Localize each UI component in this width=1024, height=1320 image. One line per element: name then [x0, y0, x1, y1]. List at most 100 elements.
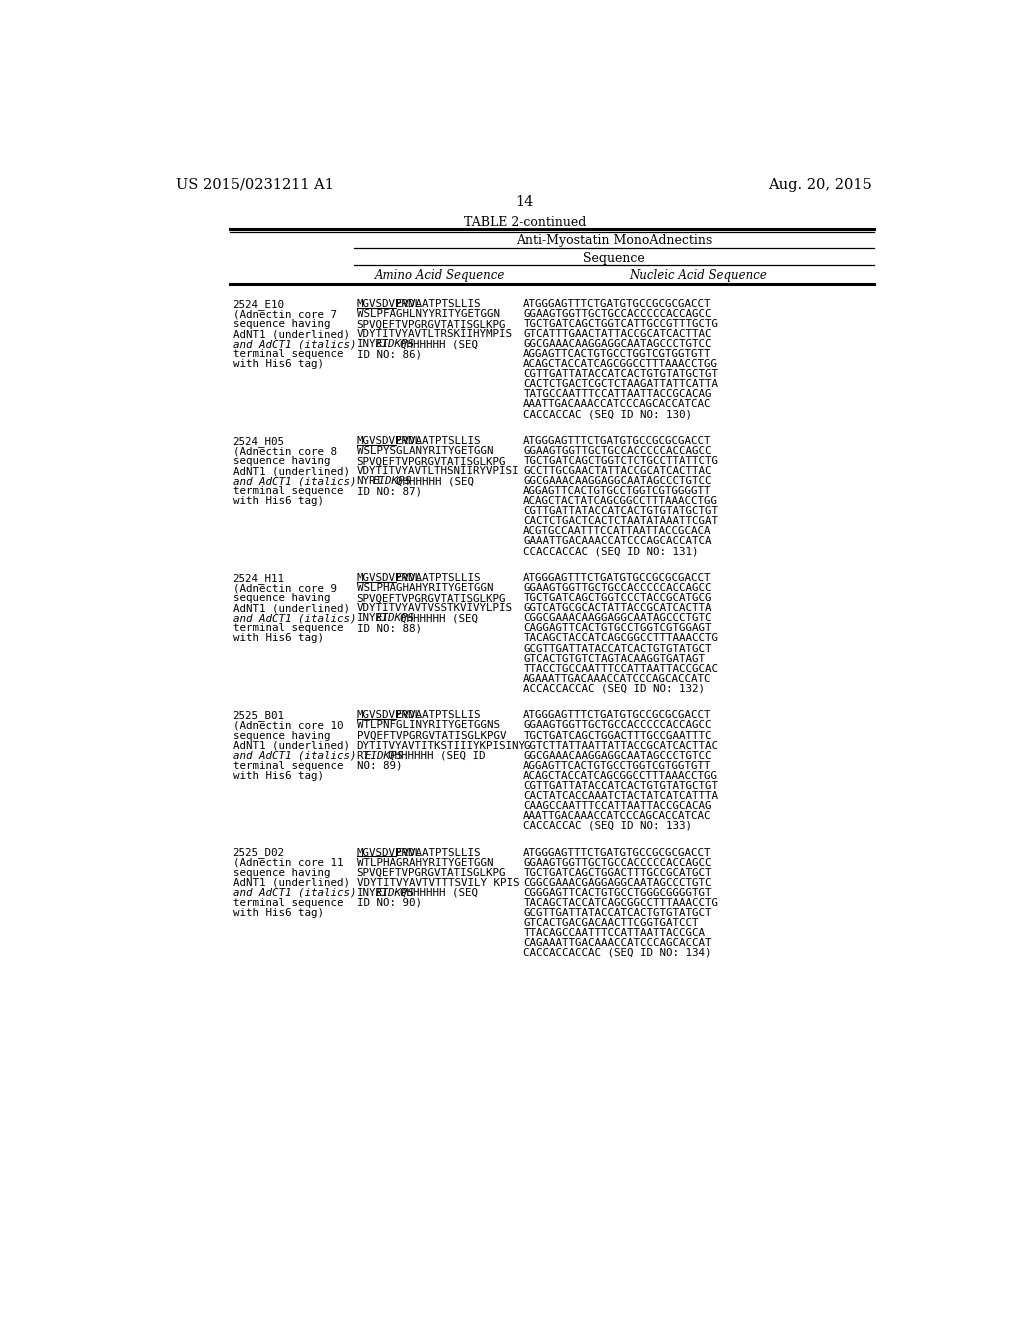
Text: VDYTITVYAVTLTRSKIIHYMPIS: VDYTITVYAVTLTRSKIIHYMPIS: [356, 330, 513, 339]
Text: VDYTITVYAVTLTHSNIIRYVPISI: VDYTITVYAVTLTHSNIIRYVPISI: [356, 466, 519, 477]
Text: terminal sequence: terminal sequence: [232, 623, 343, 634]
Text: QHHHHHH (SEQ: QHHHHHH (SEQ: [395, 477, 474, 486]
Text: TTACAGCCAATTTCCATTAATTACCGCA: TTACAGCCAATTTCCATTAATTACCGCA: [523, 928, 706, 937]
Text: SPVQEFTVPGRGVTATISGLKPG: SPVQEFTVPGRGVTATISGLKPG: [356, 457, 506, 466]
Text: TATGCCAATTTCCATTAATTACCGCACAG: TATGCCAATTTCCATTAATTACCGCACAG: [523, 389, 712, 400]
Text: ID NO: 86): ID NO: 86): [356, 350, 422, 359]
Text: ATGGGAGTTTCTGATGTGCCGCGCGACCT: ATGGGAGTTTCTGATGTGCCGCGCGACCT: [523, 300, 712, 309]
Text: with His6 tag): with His6 tag): [232, 496, 324, 507]
Text: VDYTITVYAVTVSSTKVIVYLPIS: VDYTITVYAVTVSSTKVIVYLPIS: [356, 603, 513, 614]
Text: MGVSDVPRDL: MGVSDVPRDL: [356, 847, 422, 858]
Text: CGGCGAAACGAGGAGGCAATAGCCCTGTC: CGGCGAAACGAGGAGGCAATAGCCCTGTC: [523, 878, 712, 887]
Text: Aug. 20, 2015: Aug. 20, 2015: [768, 178, 872, 191]
Text: ACAGCTACCATCAGCGGCCTTTAAACCTGG: ACAGCTACCATCAGCGGCCTTTAAACCTGG: [523, 359, 718, 370]
Text: GGCGAAACAAGGAGGCAATAGCCCTGTCC: GGCGAAACAAGGAGGCAATAGCCCTGTCC: [523, 477, 712, 486]
Text: GCGTTGATTATACCATCACTGTGTATGCT: GCGTTGATTATACCATCACTGTGTATGCT: [523, 644, 712, 653]
Text: AGGAGTTCACTGTGCCTGGTCGTGGTGTT: AGGAGTTCACTGTGCCTGGTCGTGGTGTT: [523, 760, 712, 771]
Text: CAGAAATTGACAAACCATCCCAGCACCAT: CAGAAATTGACAAACCATCCCAGCACCAT: [523, 937, 712, 948]
Text: GGCGAAACAAGGAGGCAATAGCCCTGTCC: GGCGAAACAAGGAGGCAATAGCCCTGTCC: [523, 339, 712, 350]
Text: QHHHHHH (SEQ: QHHHHHH (SEQ: [399, 614, 477, 623]
Text: NO: 89): NO: 89): [356, 760, 402, 771]
Text: GCGTTGATTATACCATCACTGTGTATGCT: GCGTTGATTATACCATCACTGTGTATGCT: [523, 908, 712, 917]
Text: INYRT: INYRT: [356, 887, 389, 898]
Text: TACAGCTACCATCAGCGGCCTTTAAACCTG: TACAGCTACCATCAGCGGCCTTTAAACCTG: [523, 634, 718, 643]
Text: ACAGCTACTATCAGCGGCCTTTAAACCTGG: ACAGCTACTATCAGCGGCCTTTAAACCTGG: [523, 496, 718, 507]
Text: AGGAGTTCACTGTGCCTGGTCGTGGGGTT: AGGAGTTCACTGTGCCTGGTCGTGGGGTT: [523, 487, 712, 496]
Text: EIDKPS: EIDKPS: [365, 751, 403, 760]
Text: ATGGGAGTTTCTGATGTGCCGCGCGACCT: ATGGGAGTTTCTGATGTGCCGCGCGACCT: [523, 437, 712, 446]
Text: TGCTGATCAGCTGGACTTTGCCGCATGCT: TGCTGATCAGCTGGACTTTGCCGCATGCT: [523, 867, 712, 878]
Text: SPVQEFTVPGRGVTATISGLKPG: SPVQEFTVPGRGVTATISGLKPG: [356, 319, 506, 329]
Text: SPVQEFTVPGRGVTATISGLKPG: SPVQEFTVPGRGVTATISGLKPG: [356, 867, 506, 878]
Text: CACCACCAC (SEQ ID NO: 133): CACCACCAC (SEQ ID NO: 133): [523, 821, 692, 830]
Text: CACCACCACCAC (SEQ ID NO: 134): CACCACCACCAC (SEQ ID NO: 134): [523, 948, 712, 957]
Text: AdNT1 (underlined): AdNT1 (underlined): [232, 603, 349, 614]
Text: CAAGCCAATTTCCATTAATTACCGCACAG: CAAGCCAATTTCCATTAATTACCGCACAG: [523, 800, 712, 810]
Text: TGCTGATCAGCTGGTCTCTGCCTTATTCTG: TGCTGATCAGCTGGTCTCTGCCTTATTCTG: [523, 457, 718, 466]
Text: TGCTGATCAGCTGGTCCCTACCGCATGCG: TGCTGATCAGCTGGTCCCTACCGCATGCG: [523, 594, 712, 603]
Text: AAATTGACAAACCATCCCAGCACCATCAC: AAATTGACAAACCATCCCAGCACCATCAC: [523, 810, 712, 821]
Text: GGTCTTATTAATTATTACCGCATCACTTAC: GGTCTTATTAATTATTACCGCATCACTTAC: [523, 741, 718, 751]
Text: EVVAATPTSLLIS: EVVAATPTSLLIS: [395, 437, 480, 446]
Text: EVVAATPTSLLIS: EVVAATPTSLLIS: [395, 847, 480, 858]
Text: ID NO: 88): ID NO: 88): [356, 623, 422, 634]
Text: CGTTGATTATACCATCACTGTGTATGCTGT: CGTTGATTATACCATCACTGTGTATGCTGT: [523, 507, 718, 516]
Text: terminal sequence: terminal sequence: [232, 898, 343, 908]
Text: with His6 tag): with His6 tag): [232, 771, 324, 780]
Text: 2525_B01: 2525_B01: [232, 710, 285, 722]
Text: terminal sequence: terminal sequence: [232, 350, 343, 359]
Text: and AdCT1 (italics): and AdCT1 (italics): [232, 614, 356, 623]
Text: 2524_E10: 2524_E10: [232, 300, 285, 310]
Text: AAATTGACAAACCATCCCAGCACCATCAC: AAATTGACAAACCATCCCAGCACCATCAC: [523, 400, 712, 409]
Text: AGGAGTTCACTGTGCCTGGTCGTGGTGTT: AGGAGTTCACTGTGCCTGGTCGTGGTGTT: [523, 350, 712, 359]
Text: EIDKPS: EIDKPS: [376, 614, 415, 623]
Text: INYRT: INYRT: [356, 339, 389, 350]
Text: Sequence: Sequence: [583, 252, 645, 264]
Text: terminal sequence: terminal sequence: [232, 487, 343, 496]
Text: GGAAGTGGTTGCTGCCACCCCCACCAGCC: GGAAGTGGTTGCTGCCACCCCCACCAGCC: [523, 446, 712, 457]
Text: ACAGCTACCATCAGCGGCCTTTAAACCTGG: ACAGCTACCATCAGCGGCCTTTAAACCTGG: [523, 771, 718, 780]
Text: ATGGGAGTTTCTGATGTGCCGCGCGACCT: ATGGGAGTTTCTGATGTGCCGCGCGACCT: [523, 573, 712, 583]
Text: sequence having: sequence having: [232, 594, 330, 603]
Text: (Adnectin core 7: (Adnectin core 7: [232, 309, 337, 319]
Text: MGVSDVPRDL: MGVSDVPRDL: [356, 300, 422, 309]
Text: TGCTGATCAGCTGGTCATTGCCGTTTGCTG: TGCTGATCAGCTGGTCATTGCCGTTTGCTG: [523, 319, 718, 329]
Text: GTCATTTGAACTATTACCGCATCACTTAC: GTCATTTGAACTATTACCGCATCACTTAC: [523, 330, 712, 339]
Text: QHHHHHH (SEQ: QHHHHHH (SEQ: [399, 887, 477, 898]
Text: ID NO: 87): ID NO: 87): [356, 487, 422, 496]
Text: and AdCT1 (italics): and AdCT1 (italics): [232, 477, 356, 486]
Text: TTACCTGCCAATTTCCATTAATTACCGCAC: TTACCTGCCAATTTCCATTAATTACCGCAC: [523, 664, 718, 673]
Text: TGCTGATCAGCTGGACTTTGCCGAATTTC: TGCTGATCAGCTGGACTTTGCCGAATTTC: [523, 730, 712, 741]
Text: EIDKPS: EIDKPS: [373, 477, 412, 486]
Text: and AdCT1 (italics): and AdCT1 (italics): [232, 339, 356, 350]
Text: CCACCACCAC (SEQ ID NO: 131): CCACCACCAC (SEQ ID NO: 131): [523, 546, 698, 557]
Text: TABLE 2-continued: TABLE 2-continued: [464, 216, 586, 230]
Text: GGCGAAACAAGGAGGCAATAGCCCTGTCC: GGCGAAACAAGGAGGCAATAGCCCTGTCC: [523, 751, 712, 760]
Text: EIDKPS: EIDKPS: [376, 887, 415, 898]
Text: 2525_D02: 2525_D02: [232, 847, 285, 858]
Text: EVVAATPTSLLIS: EVVAATPTSLLIS: [395, 710, 480, 721]
Text: sequence having: sequence having: [232, 867, 330, 878]
Text: CGTTGATTATACCATCACTGTGTATGCTGT: CGTTGATTATACCATCACTGTGTATGCTGT: [523, 370, 718, 379]
Text: GGTCATGCGCACTATTACCGCATCACTTA: GGTCATGCGCACTATTACCGCATCACTTA: [523, 603, 712, 614]
Text: ACCACCACCAC (SEQ ID NO: 132): ACCACCACCAC (SEQ ID NO: 132): [523, 684, 706, 693]
Text: sequence having: sequence having: [232, 319, 330, 329]
Text: INYRT: INYRT: [356, 614, 389, 623]
Text: RT: RT: [356, 751, 370, 760]
Text: CGGCGAAACAAGGAGGCAATAGCCCTGTC: CGGCGAAACAAGGAGGCAATAGCCCTGTC: [523, 614, 712, 623]
Text: MGVSDVPRDL: MGVSDVPRDL: [356, 573, 422, 583]
Text: GAAATTGACAAACCATCCCAGCACCATCA: GAAATTGACAAACCATCCCAGCACCATCA: [523, 536, 712, 546]
Text: ACGTGCCAATTTCCATTAATTACCGCACA: ACGTGCCAATTTCCATTAATTACCGCACA: [523, 527, 712, 536]
Text: QHHHHHH (SEQ: QHHHHHH (SEQ: [399, 339, 477, 350]
Text: US 2015/0231211 A1: US 2015/0231211 A1: [176, 178, 334, 191]
Text: with His6 tag): with His6 tag): [232, 359, 324, 370]
Text: AdNT1 (underlined): AdNT1 (underlined): [232, 330, 349, 339]
Text: TACAGCTACCATCAGCGGCCTTTAAACCTG: TACAGCTACCATCAGCGGCCTTTAAACCTG: [523, 898, 718, 908]
Text: WSLPYSGLANYRITYGETGGN: WSLPYSGLANYRITYGETGGN: [356, 446, 494, 457]
Text: EIDKPS: EIDKPS: [376, 339, 415, 350]
Text: sequence having: sequence having: [232, 730, 330, 741]
Text: ATGGGAGTTTCTGATGTGCCGCGCGACCT: ATGGGAGTTTCTGATGTGCCGCGCGACCT: [523, 847, 712, 858]
Text: WTLPHAGRAHYRITYGETGGN: WTLPHAGRAHYRITYGETGGN: [356, 858, 494, 867]
Text: SPVQEFTVPGRGVTATISGLKPG: SPVQEFTVPGRGVTATISGLKPG: [356, 594, 506, 603]
Text: NYRT: NYRT: [356, 477, 383, 486]
